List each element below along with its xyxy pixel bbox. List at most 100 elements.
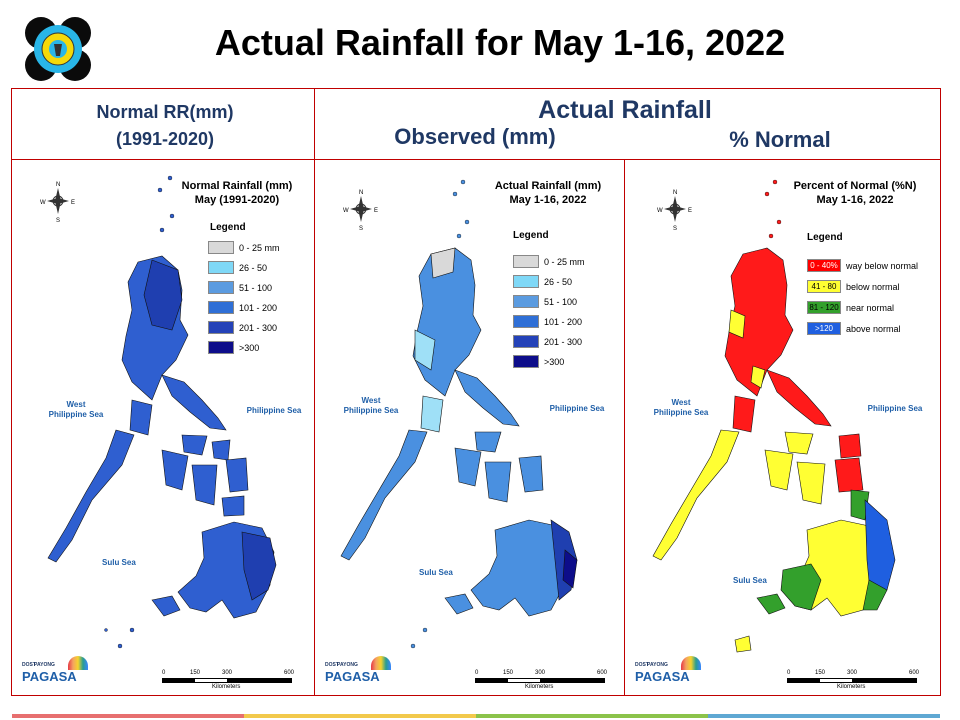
legend-swatch xyxy=(208,341,234,354)
header-observed: Observed (mm) xyxy=(394,124,556,149)
sea-label-west-line1: West xyxy=(66,400,86,409)
legend-item: 0 - 40% way below normal xyxy=(807,258,918,273)
bottom-color-stripe xyxy=(12,714,940,718)
stripe-segment xyxy=(708,714,940,718)
svg-text:S: S xyxy=(56,218,60,224)
divider-vertical-2 xyxy=(624,159,625,695)
header-actual-rainfall: Actual Rainfall xyxy=(538,96,712,124)
header-normal-period: (1991-2020) xyxy=(115,129,215,149)
legend-item: 51 - 100 xyxy=(513,294,585,309)
svg-text:W: W xyxy=(343,208,349,214)
map-subtitle-actual: May 1-16, 2022 xyxy=(509,194,587,206)
legend-swatch xyxy=(208,241,234,254)
svg-text:E: E xyxy=(374,208,378,214)
legend-swatch xyxy=(208,301,234,314)
legend-title-percent: Legend xyxy=(807,232,843,243)
map-panel-actual: N W E S Actual Rainfall (mm) May 1-16, 2… xyxy=(315,160,623,694)
divider-vertical-1 xyxy=(314,88,315,695)
legend-item: >120 above normal xyxy=(807,321,918,336)
legend-swatch: 81 - 120 xyxy=(807,301,841,314)
pagasa-seal-logo xyxy=(24,16,92,82)
legend-swatch xyxy=(513,275,539,288)
sea-label-west-line2: Philippine Sea xyxy=(653,408,709,417)
compass-rose-icon: N W E S xyxy=(343,190,378,232)
legend-percent: 0 - 40% way below normal 41 - 80 below nor… xyxy=(807,258,918,342)
svg-text:S: S xyxy=(673,226,677,232)
sea-label-sulu: Sulu Sea xyxy=(102,558,136,567)
stripe-segment xyxy=(244,714,476,718)
legend-title-actual: Legend xyxy=(513,230,549,241)
legend-swatch xyxy=(513,335,539,348)
stripe-segment xyxy=(476,714,708,718)
sea-label-sulu: Sulu Sea xyxy=(733,576,767,585)
svg-text:N: N xyxy=(673,190,677,196)
legend-swatch: >120 xyxy=(807,322,841,335)
legend-item: 26 - 50 xyxy=(513,274,585,289)
page-title: Actual Rainfall for May 1-16, 2022 xyxy=(214,22,786,63)
legend-item: 26 - 50 xyxy=(208,260,280,275)
legend-swatch xyxy=(513,355,539,368)
header-normal: Normal RR(mm) xyxy=(96,102,234,122)
svg-text:N: N xyxy=(359,190,363,196)
map-subtitle-normal: May (1991-2020) xyxy=(194,194,280,206)
umbrella-icon xyxy=(681,656,701,670)
compass-rose-icon: N W E S xyxy=(657,190,692,232)
scale-bar-graphic xyxy=(162,678,292,683)
svg-text:E: E xyxy=(688,208,692,214)
legend-item: 101 - 200 xyxy=(513,314,585,329)
pagasa-brand-logo: DOST PAYONG PAGASA xyxy=(633,656,703,690)
legend-swatch xyxy=(513,255,539,268)
legend-swatch xyxy=(513,315,539,328)
pagasa-brand-logo: DOST PAYONG PAGASA xyxy=(323,656,393,690)
legend-item: 201 - 300 xyxy=(513,334,585,349)
scale-bar-graphic xyxy=(787,678,917,683)
legend-item: >300 xyxy=(208,340,280,355)
svg-text:S: S xyxy=(359,226,363,232)
legend-title-normal: Legend xyxy=(210,222,246,233)
legend-normal: 0 - 25 mm 26 - 50 51 - 100 101 - 200 201… xyxy=(208,240,280,360)
legend-item: 0 - 25 mm xyxy=(513,254,585,269)
scale-bar-graphic xyxy=(475,678,605,683)
map-title-percent: Percent of Normal (%N) xyxy=(793,180,917,192)
legend-swatch xyxy=(208,261,234,274)
stripe-segment xyxy=(12,714,244,718)
compass-rose-icon: N W E S xyxy=(40,182,75,224)
header-percent-normal: % Normal xyxy=(729,127,831,152)
legend-swatch: 41 - 80 xyxy=(807,280,841,293)
sea-label-east: Philippine Sea xyxy=(549,404,605,413)
map-title-normal: Normal Rainfall (mm) xyxy=(181,180,293,192)
philippines-map-percent xyxy=(652,179,896,653)
sea-label-west-line1: West xyxy=(361,396,381,405)
legend-item: 201 - 300 xyxy=(208,320,280,335)
svg-text:W: W xyxy=(40,200,46,206)
legend-item: 81 - 120 near normal xyxy=(807,300,918,315)
sea-label-west-line2: Philippine Sea xyxy=(48,410,104,419)
sea-label-west-line2: Philippine Sea xyxy=(343,406,399,415)
philippines-map-normal xyxy=(47,175,277,649)
legend-item: >300 xyxy=(513,354,585,369)
legend-item: 41 - 80 below normal xyxy=(807,279,918,294)
philippines-map-actual xyxy=(340,179,578,649)
legend-swatch xyxy=(513,295,539,308)
legend-actual: 0 - 25 mm 26 - 50 51 - 100 101 - 200 201… xyxy=(513,254,585,374)
pagasa-brand-logo: DOST PAYONG PAGASA xyxy=(20,656,90,690)
legend-swatch xyxy=(208,321,234,334)
divider-horizontal xyxy=(11,159,941,160)
map-title-actual: Actual Rainfall (mm) xyxy=(494,180,602,192)
sea-label-west-line1: West xyxy=(671,398,691,407)
legend-item: 0 - 25 mm xyxy=(208,240,280,255)
sea-label-east: Philippine Sea xyxy=(867,404,923,413)
map-panel-normal: N W E S Normal Rainfall (mm) May (1991-2… xyxy=(12,160,314,694)
legend-item: 51 - 100 xyxy=(208,280,280,295)
umbrella-icon xyxy=(371,656,391,670)
svg-text:E: E xyxy=(71,200,75,206)
legend-swatch: 0 - 40% xyxy=(807,259,841,272)
map-subtitle-percent: May 1-16, 2022 xyxy=(816,194,894,206)
svg-text:W: W xyxy=(657,208,663,214)
sea-label-sulu: Sulu Sea xyxy=(419,568,453,577)
legend-item: 101 - 200 xyxy=(208,300,280,315)
legend-swatch xyxy=(208,281,234,294)
map-panel-percent: N W E S Percent of Normal (%N) May 1-16,… xyxy=(625,160,940,694)
umbrella-icon xyxy=(68,656,88,670)
sea-label-east: Philippine Sea xyxy=(246,406,302,415)
